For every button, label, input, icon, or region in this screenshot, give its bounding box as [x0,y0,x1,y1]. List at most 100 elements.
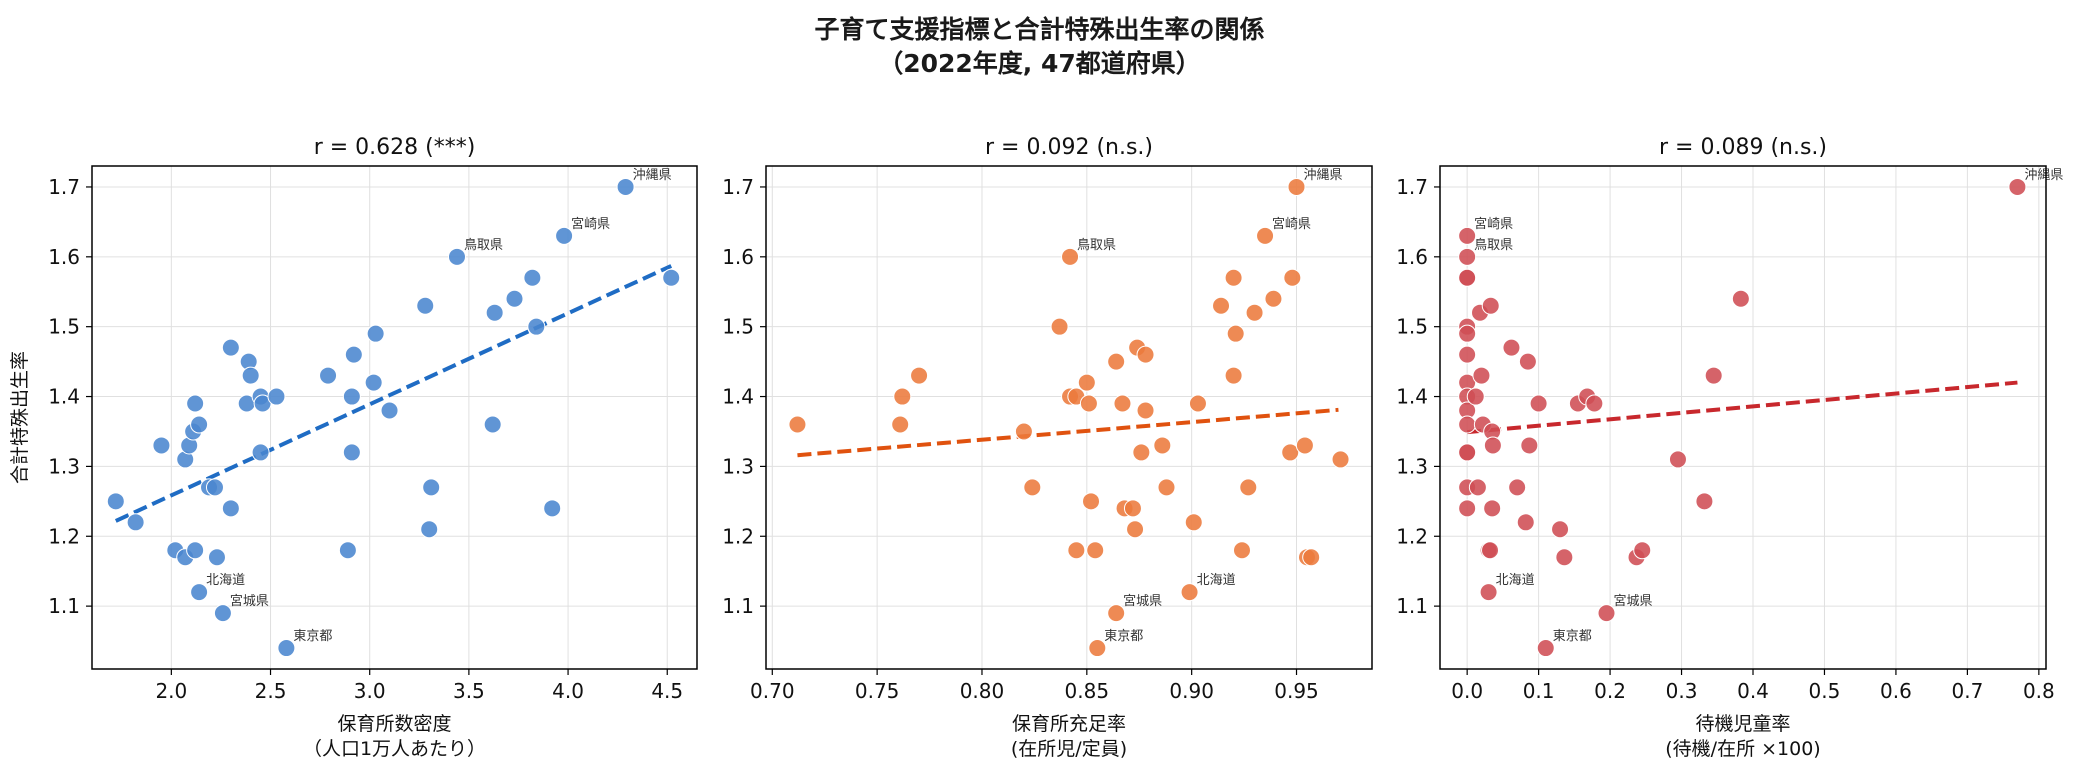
data-point [1082,492,1101,511]
data-point [1518,352,1537,371]
plot-frame [91,165,698,670]
x-axis-label-line2: （人口1万人あたり） [303,738,486,760]
data-point [186,541,205,560]
data-point [342,443,361,462]
data-point [1529,394,1548,413]
data-point [485,303,504,322]
y-tick-label: 1.2 [1396,524,1428,548]
data-point [422,478,441,497]
data-point [1508,478,1527,497]
data-point [1067,541,1086,560]
data-point [910,366,929,385]
data-point [1050,317,1069,336]
data-point [1061,247,1080,266]
x-tick-label: 2.0 [155,679,187,703]
point-label: 宮城県 [230,593,269,609]
y-tick-label: 1.5 [722,315,754,339]
data-point [1668,450,1687,469]
data-point [364,373,383,392]
x-axis-label: 待機児童率 [1695,713,1790,735]
data-point [1077,373,1096,392]
point-label: 鳥取県 [1077,238,1116,253]
y-tick-label: 1.1 [1396,594,1428,618]
y-tick-label: 1.3 [1396,454,1428,478]
point-label: 宮崎県 [1272,216,1311,232]
data-point [1188,394,1207,413]
point-label: 北海道 [206,573,245,588]
data-point [190,415,209,434]
data-point [555,226,574,245]
data-point [1458,268,1477,287]
data-point [366,324,385,343]
data-point [1014,422,1033,441]
data-point [1023,478,1042,497]
x-tick-label: 0.1 [1523,679,1555,703]
data-point [1633,541,1652,560]
y-tick-label: 1.3 [722,454,754,478]
data-point [1481,541,1500,560]
point-label: 東京都 [1553,628,1592,644]
data-point [1597,604,1616,623]
data-point [1245,303,1264,322]
data-point [1283,268,1302,287]
y-tick-label: 1.7 [1396,175,1428,199]
data-point [662,268,681,287]
y-axis-label: 合計特殊出生率 [9,351,31,484]
x-tick-label: 0.2 [1594,679,1626,703]
data-point [1212,296,1231,315]
y-tick-label: 1.7 [722,175,754,199]
point-label: 沖縄県 [2024,168,2063,183]
data-point [126,513,145,532]
trend-line [1466,380,2018,435]
data-point [267,387,286,406]
trend-line [797,407,1339,458]
plot-frame [1439,165,2047,670]
data-point [380,401,399,420]
data-point [1079,394,1098,413]
x-tick-label: 0.3 [1666,679,1698,703]
data-point [2008,177,2027,196]
data-point [1458,324,1477,343]
x-tick-label: 0.8 [2023,679,2055,703]
data-point [338,541,357,560]
x-tick-label: 0.75 [855,679,900,703]
data-point [1731,289,1750,308]
data-point [152,436,171,455]
data-point [1458,443,1477,462]
data-point [1695,492,1714,511]
point-label: 東京都 [293,628,332,644]
data-point [1458,345,1477,364]
y-tick-label: 1.7 [48,175,80,199]
y-tick-label: 1.2 [722,524,754,548]
point-label: 鳥取県 [464,238,503,253]
data-point [1157,478,1176,497]
data-point [1224,366,1243,385]
data-point [1520,436,1539,455]
x-tick-label: 0.85 [1065,679,1110,703]
data-point [893,387,912,406]
data-point [1136,401,1155,420]
x-axis-label: 保育所充足率 [1012,713,1126,735]
x-tick-label: 0.6 [1880,679,1912,703]
data-point [1126,520,1145,539]
data-point [1516,513,1535,532]
data-point [1551,520,1570,539]
x-tick-label: 3.0 [354,679,386,703]
data-point [1239,478,1258,497]
point-label: 沖縄県 [1304,168,1343,183]
x-tick-label: 2.5 [255,679,287,703]
y-tick-label: 1.2 [48,524,80,548]
y-tick-label: 1.5 [1396,315,1428,339]
x-tick-label: 4.0 [552,679,584,703]
y-tick-label: 1.3 [48,454,80,478]
data-point [1287,177,1306,196]
data-point [1123,499,1142,518]
data-point [319,366,338,385]
point-label: 宮崎県 [1474,216,1513,232]
data-point [1184,513,1203,532]
x-tick-label: 0.4 [1737,679,1769,703]
data-point [1264,289,1283,308]
data-point [1479,583,1498,602]
data-point [527,317,546,336]
point-label: 北海道 [1496,573,1535,588]
